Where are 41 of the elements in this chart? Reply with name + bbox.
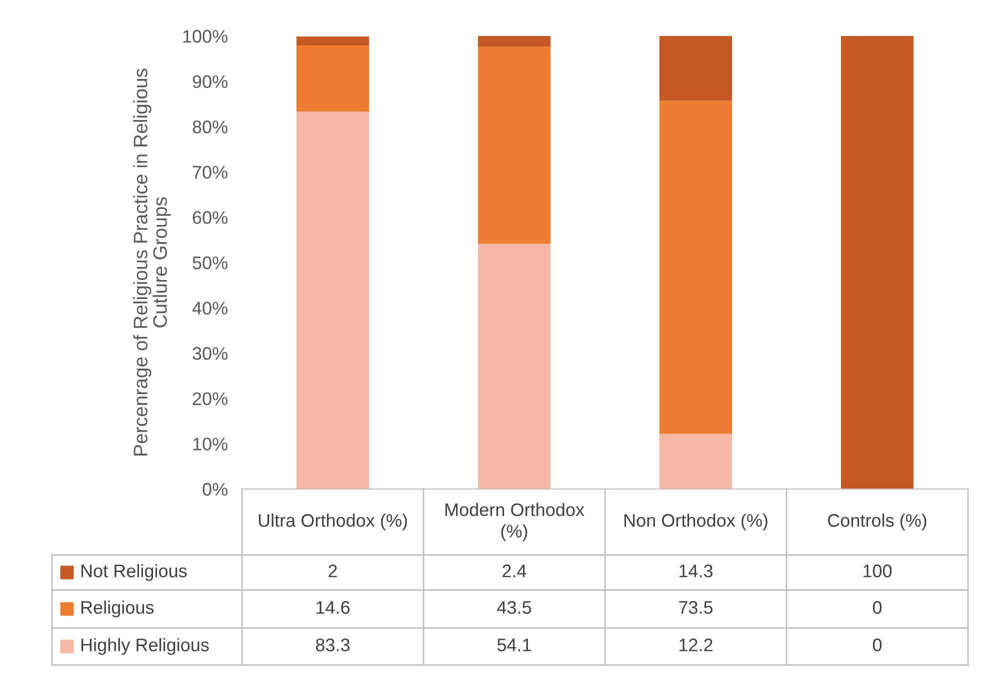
data-label: 2 [328, 564, 337, 578]
bar [659, 100, 732, 434]
data-label: 0 [872, 638, 882, 652]
legend-label: Highly Religious [81, 638, 209, 655]
data-label: 43.5 [497, 601, 532, 614]
data-label: 2.4 [502, 564, 526, 578]
y-tick-label: 100% [183, 30, 228, 43]
bar [296, 112, 370, 489]
y-tick-label: 80% [192, 120, 228, 134]
data-label: 14.3 [680, 564, 713, 578]
y-tick-label: 10% [193, 438, 228, 450]
bar [296, 46, 370, 112]
data-label: 0 [872, 601, 882, 614]
data-label: 100 [864, 564, 892, 578]
y-tick-label: 0% [202, 482, 228, 496]
data-label: 83.3 [316, 638, 350, 652]
data-label: 73.5 [679, 601, 713, 614]
data-label: 54.1 [497, 638, 531, 652]
data-label: 14.6 [316, 601, 350, 614]
y-tick-label: 90% [192, 75, 228, 88]
bar [478, 244, 551, 489]
y-tick-label: 30% [192, 347, 228, 360]
bar [478, 46, 551, 244]
y-tick-label: 70% [192, 166, 228, 179]
bar [296, 36, 370, 46]
x-tick-label: Non Orthodox (%) [624, 514, 768, 530]
bar [659, 434, 732, 489]
x-tick-label: Controls (%) [828, 514, 926, 530]
legend-label: Religious [81, 600, 154, 618]
bar [478, 36, 551, 47]
y-axis-title: Percenrage of Religious Practice in Religious Cutlure Groups [133, 68, 171, 456]
bar [659, 36, 732, 101]
y-tick-label: 50% [192, 256, 228, 270]
x-tick-label: Modern Orthodox (%) [445, 502, 584, 542]
x-tick-label: Ultra Orthodox (%) [258, 514, 407, 530]
y-tick-label: 20% [192, 392, 228, 406]
y-tick-label: 60% [192, 211, 228, 224]
bar [840, 36, 914, 489]
legend-label: Not Religious [81, 564, 187, 581]
y-tick-label: 40% [192, 302, 228, 315]
data-label: 12.2 [680, 638, 712, 652]
